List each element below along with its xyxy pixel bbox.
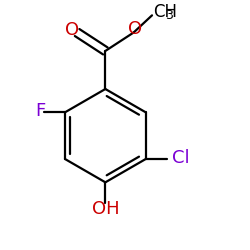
Text: O: O <box>65 20 79 38</box>
Text: F: F <box>35 102 45 120</box>
Text: Cl: Cl <box>172 149 190 167</box>
Text: 3: 3 <box>166 9 173 22</box>
Text: OH: OH <box>92 200 119 218</box>
Text: CH: CH <box>153 4 177 22</box>
Text: O: O <box>128 20 142 38</box>
